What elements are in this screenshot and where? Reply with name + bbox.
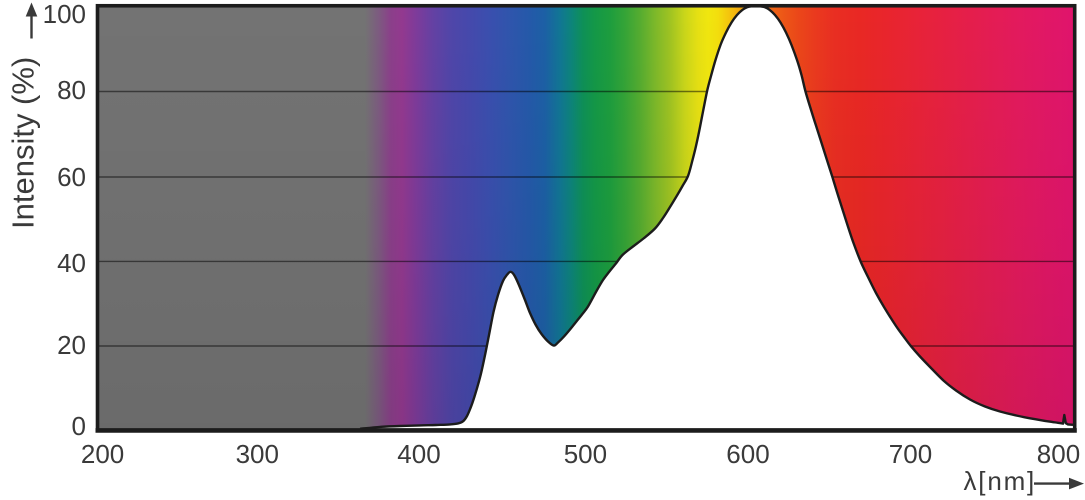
svg-text:500: 500 (564, 439, 607, 469)
svg-text:80: 80 (57, 75, 86, 105)
svg-text:Intensity (%): Intensity (%) (6, 57, 41, 229)
svg-text:λ[nm]: λ[nm] (964, 466, 1037, 496)
svg-text:40: 40 (57, 248, 86, 278)
svg-text:600: 600 (726, 439, 769, 469)
svg-text:700: 700 (889, 439, 932, 469)
svg-text:20: 20 (57, 330, 86, 360)
svg-text:400: 400 (397, 439, 440, 469)
svg-text:800: 800 (1037, 439, 1080, 469)
svg-text:0: 0 (72, 411, 86, 441)
svg-text:200: 200 (81, 439, 124, 469)
svg-text:60: 60 (57, 162, 86, 192)
svg-text:300: 300 (236, 439, 279, 469)
svg-text:100: 100 (43, 0, 86, 29)
